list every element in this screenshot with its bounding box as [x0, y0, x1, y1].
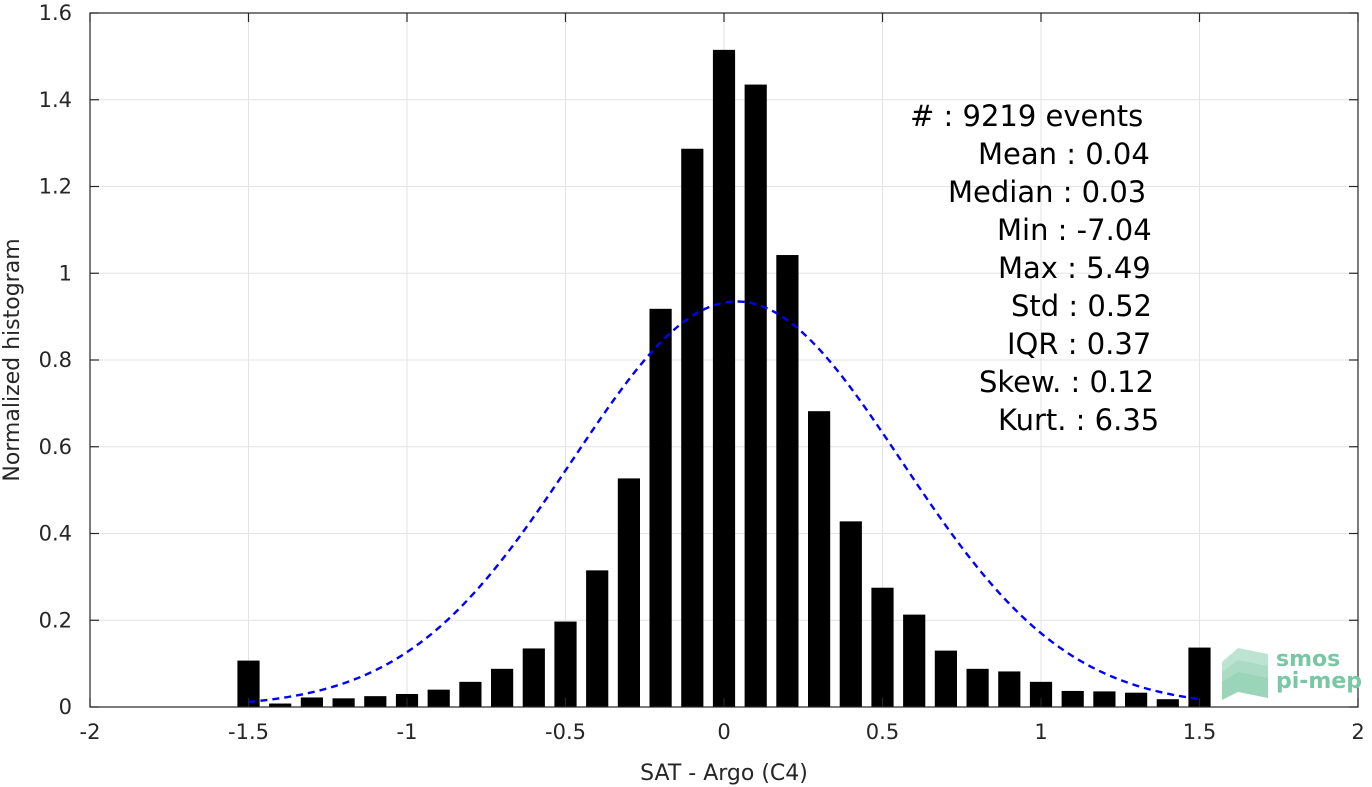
histogram-bar [554, 621, 577, 707]
y-tick-label: 0.4 [39, 522, 72, 546]
x-tick-label: -1 [397, 720, 418, 744]
histogram-bar [459, 681, 482, 707]
histogram-bar [903, 614, 926, 707]
x-tick-label: 1.5 [1183, 720, 1216, 744]
histogram-bar [617, 478, 640, 707]
smos-pi-mep-logo: smos pi-mep [1222, 647, 1362, 700]
histogram-bar [1029, 681, 1053, 707]
histogram-bar [934, 650, 957, 707]
histogram-bar [300, 697, 323, 707]
logo-line-1: smos [1276, 647, 1340, 672]
x-tick-label: 0.5 [866, 720, 899, 744]
x-tick-label: 2 [1351, 720, 1364, 744]
normal-fit-curve [248, 300, 1200, 704]
x-tick-labels: -2 -1.5 -1 -0.5 0 0.5 1 1.5 2 [80, 720, 1365, 744]
histogram-bar [966, 668, 989, 707]
logo-line-2: pi-mep [1276, 669, 1362, 694]
stat-line: Skew. : 0.12 [979, 365, 1154, 399]
histogram-bar [491, 668, 514, 707]
histogram-bar [332, 698, 355, 707]
histogram-bar [744, 84, 767, 708]
x-tick-label: 0 [717, 720, 730, 744]
histogram-bar [712, 49, 736, 707]
stat-line: Median : 0.03 [948, 175, 1146, 209]
y-axis-label: Normalized histogram [0, 238, 25, 481]
y-tick-label: 0 [59, 695, 72, 719]
histogram-bar [364, 696, 387, 707]
stat-line: Mean : 0.04 [978, 137, 1150, 171]
histogram-bar [1061, 690, 1084, 707]
stat-line: Max : 5.49 [998, 251, 1151, 285]
histogram-bar [871, 587, 894, 707]
statistics-box: # : 9219 events Mean : 0.04 Median : 0.03 M… [910, 99, 1159, 437]
histogram-bar [237, 660, 260, 707]
x-axis-label: SAT - Argo (C4) [640, 761, 808, 786]
histogram-bar [681, 148, 704, 708]
y-tick-label: 1 [59, 261, 72, 285]
histogram-bar [522, 648, 545, 707]
ticks [89, 12, 1359, 708]
histogram-bar [776, 255, 799, 707]
stat-line: # : 9219 events [910, 99, 1143, 133]
y-tick-label: 1.2 [39, 175, 72, 199]
y-tick-label: 1.4 [39, 88, 72, 112]
histogram-bar [1156, 699, 1179, 707]
x-tick-label: -1.5 [228, 720, 269, 744]
x-tick-label: 1 [1034, 720, 1047, 744]
histogram-bar [649, 308, 672, 707]
histogram-bar [269, 703, 292, 707]
y-tick-labels: 0 0.2 0.4 0.6 0.8 1 1.2 1.4 1.6 [39, 1, 72, 719]
stat-line: Kurt. : 6.35 [998, 403, 1159, 437]
histogram-bar [839, 521, 862, 707]
histogram-bar [808, 411, 831, 707]
stat-line: IQR : 0.37 [1007, 327, 1151, 361]
histogram-bar [1093, 691, 1116, 707]
x-tick-label: -0.5 [545, 720, 586, 744]
histogram-bar [427, 689, 450, 707]
y-tick-label: 0.8 [39, 348, 72, 372]
y-tick-label: 1.6 [39, 1, 72, 25]
histogram-bar [586, 570, 609, 707]
histogram-bar [998, 671, 1021, 707]
stat-line: Std : 0.52 [1011, 289, 1152, 323]
y-tick-label: 0.6 [39, 435, 72, 459]
stat-line: Min : -7.04 [997, 213, 1152, 247]
histogram-bar [1188, 647, 1211, 707]
y-tick-label: 0.2 [39, 608, 72, 632]
logo-waves-icon [1222, 648, 1268, 700]
histogram-bar [1125, 692, 1148, 707]
x-tick-label: -2 [80, 720, 101, 744]
bar-series [237, 49, 1211, 708]
